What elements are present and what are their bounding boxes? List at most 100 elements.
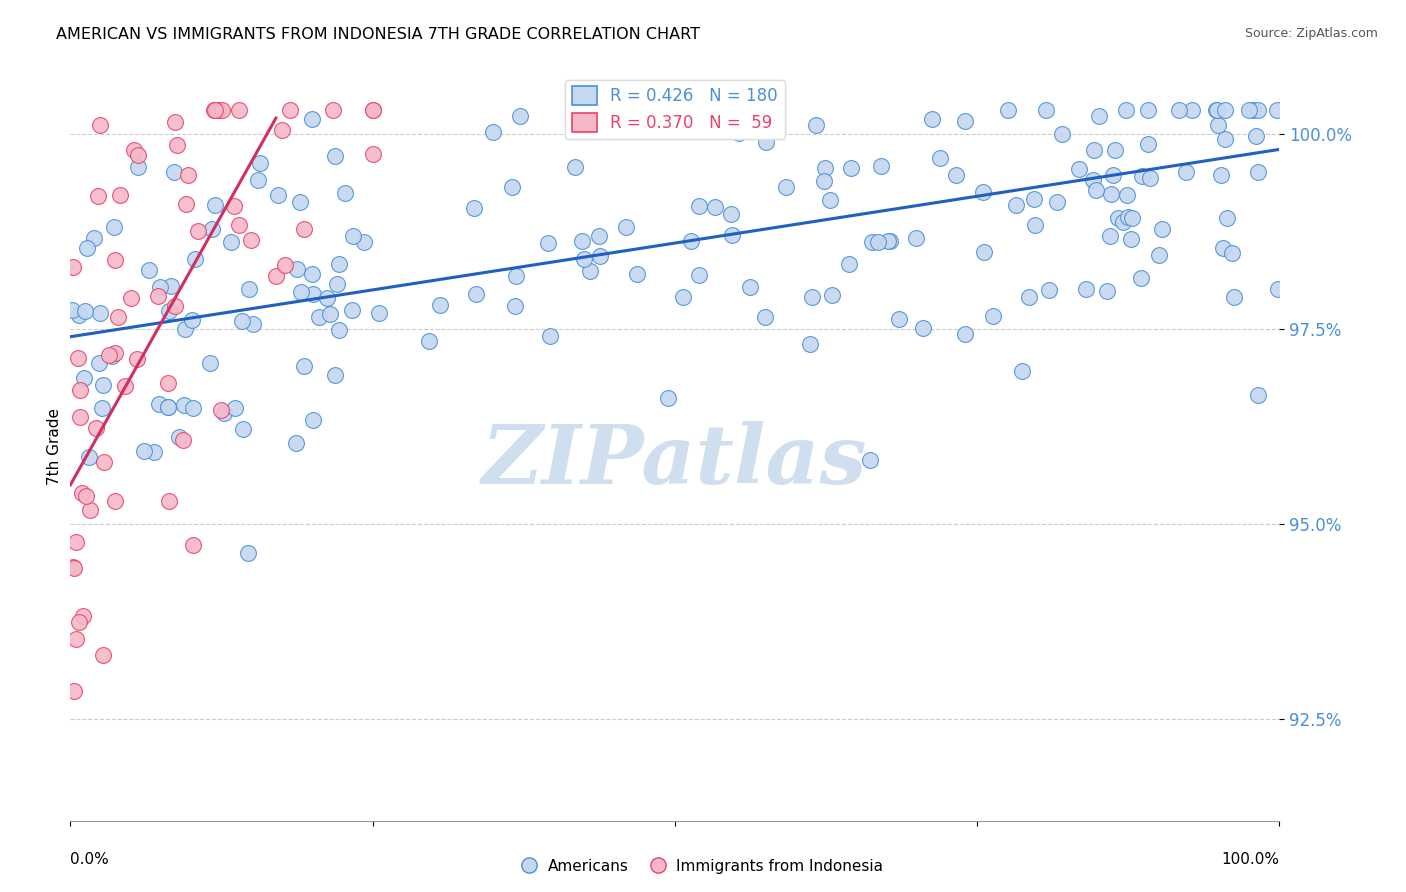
Point [202,103,225,118]
Point [838,257,860,271]
Point [801,290,824,304]
Point [328,257,350,271]
Point [1132,169,1154,183]
Point [328,323,350,337]
Point [429,298,451,312]
Point [821,287,844,301]
Point [1024,218,1046,232]
Point [69,383,91,397]
Point [323,368,346,383]
Point [740,279,762,293]
Point [302,413,325,427]
Point [103,252,125,267]
Point [72,608,94,623]
Point [866,235,889,249]
Point [157,303,180,318]
Point [157,494,180,508]
Point [571,234,593,248]
Point [1112,215,1135,229]
Point [839,161,862,175]
Point [157,400,180,414]
Point [1099,186,1122,201]
Point [134,444,156,458]
Point [247,173,270,187]
Point [127,351,149,366]
Point [1265,103,1288,118]
Point [672,290,695,304]
Point [242,317,264,331]
Point [972,185,994,199]
Text: 100.0%: 100.0% [1222,852,1279,867]
Point [679,235,702,249]
Point [1212,241,1234,255]
Point [89,355,111,369]
Point [274,258,297,272]
Point [107,310,129,324]
Point [76,241,98,255]
Point [1046,194,1069,209]
Point [579,264,602,278]
Point [1005,197,1028,211]
Point [688,199,710,213]
Point [148,397,170,411]
Point [929,151,952,165]
Point [564,160,586,174]
Point [127,160,149,174]
Point [290,285,312,299]
Point [465,286,488,301]
Point [60,302,83,317]
Point [173,398,195,412]
Point [501,180,523,194]
Point [87,189,110,203]
Point [167,430,190,444]
Y-axis label: 7th Grade: 7th Grade [46,408,62,484]
Point [212,407,235,421]
Point [537,235,560,250]
Point [353,235,375,249]
Point [73,371,96,385]
Point [953,327,976,342]
Point [1115,103,1137,118]
Point [1175,165,1198,179]
Point [62,260,84,275]
Point [904,230,927,244]
Point [721,228,744,243]
Point [799,337,821,351]
Point [62,560,84,574]
Point [63,560,86,574]
Point [301,267,323,281]
Point [114,379,136,393]
Point [1129,270,1152,285]
Point [75,489,97,503]
Point [1247,388,1270,402]
Point [77,450,100,464]
Point [1085,183,1108,197]
Point [238,282,260,296]
Point [1095,284,1118,298]
Point [657,391,679,405]
Text: AMERICAN VS IMMIGRANTS FROM INDONESIA 7TH GRADE CORRELATION CHART: AMERICAN VS IMMIGRANTS FROM INDONESIA 7T… [56,27,700,42]
Point [1083,144,1105,158]
Point [482,125,505,139]
Point [626,267,648,281]
Point [326,277,349,292]
Point [93,455,115,469]
Point [1035,103,1057,118]
Point [67,615,90,629]
Point [614,219,637,234]
Point [335,186,357,200]
Point [143,445,166,459]
Point [174,197,197,211]
Point [1216,211,1239,226]
Point [231,313,253,327]
Point [361,147,384,161]
Point [93,377,115,392]
Point [361,103,384,118]
Point [997,103,1019,118]
Point [1215,103,1237,118]
Point [323,149,346,163]
Point [166,137,188,152]
Point [160,278,183,293]
Point [285,261,308,276]
Point [1213,132,1236,146]
